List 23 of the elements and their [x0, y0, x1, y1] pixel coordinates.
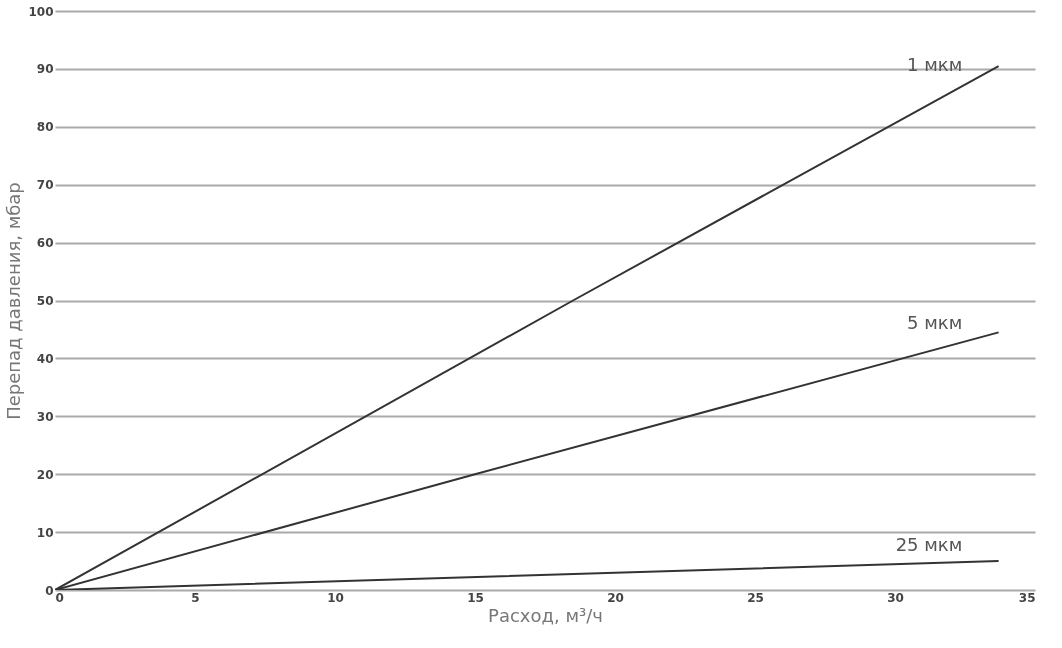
y-tick-label: 90 — [36, 62, 54, 77]
y-tick-label: 60 — [36, 236, 54, 251]
y-tick-label: 50 — [36, 294, 54, 308]
y-tick-label: 100 — [28, 4, 54, 19]
series-label: 1 мкм — [907, 53, 963, 75]
x-tick-label: 5 — [191, 590, 200, 605]
series-label: 5 мкм — [907, 312, 963, 334]
y-tick-label: 20 — [36, 467, 54, 482]
y-axis-title: Перепад давления, мбар — [3, 182, 25, 420]
x-tick-label: 15 — [467, 590, 484, 605]
x-tick-label: 25 — [747, 590, 764, 605]
y-tick-label: 70 — [36, 178, 54, 193]
x-axis-title: Расход, м³/ч — [488, 604, 603, 626]
y-tick-label: 30 — [36, 409, 54, 424]
y-tick-label: 10 — [36, 525, 54, 540]
x-tick-label: 0 — [55, 590, 64, 605]
x-tick-label: 35 — [1018, 590, 1036, 605]
x-tick-label: 20 — [607, 590, 624, 605]
y-tick-label: 80 — [36, 120, 54, 135]
series-label: 25 мкм — [895, 533, 963, 555]
x-tick-label: 10 — [327, 590, 344, 605]
y-tick-label: 40 — [36, 351, 54, 366]
x-tick-label: 30 — [887, 590, 904, 605]
